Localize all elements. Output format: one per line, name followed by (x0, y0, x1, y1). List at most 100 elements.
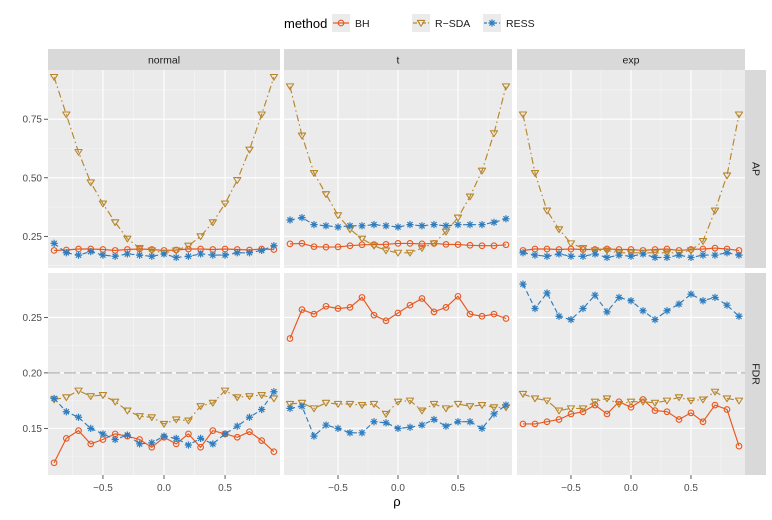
panel-ap-exp-series-bh-point-16 (711, 244, 719, 252)
panel-fdr-t-series-bh-point-18-shape (502, 315, 510, 322)
panel-fdr-normal-series-bh-point-15-shape (233, 433, 241, 441)
panel-fdr-exp-series-bh-point-11 (651, 407, 659, 414)
panel-ap-t-series-r-sda-point-0 (285, 83, 295, 91)
panel-ap-exp-series-ress-point-13 (675, 251, 683, 259)
panel-fdr-normal-series-ress-point-8 (148, 439, 156, 447)
legend-entry-ress: RESS (483, 14, 535, 32)
panel-fdr-exp-series-bh-point-15-shape (699, 418, 707, 426)
panel-fdr-exp-series-ress-point-14-shape (687, 290, 695, 298)
panel-fdr-normal-series-bh-point-17-shape (258, 437, 266, 444)
panel-fdr-exp-series-r-sda-point-11-shape (650, 399, 660, 407)
panel-ap-t-series-bh-point-15-shape (466, 241, 474, 249)
panel-ap-normal-series-r-sda-point-10 (172, 247, 181, 255)
panel-ap-exp-series-r-sda-point-10 (638, 249, 648, 257)
panel-fdr-t-series-r-sda-point-16-shape (477, 402, 487, 409)
panel-fdr-exp-series-ress-point-8 (615, 293, 623, 302)
panel-ap-t-series-ress-point-10-shape (406, 221, 414, 229)
panel-ap-t-series-r-sda-point-3-shape (321, 191, 331, 198)
panel-fdr-normal-series-ress-point-6 (123, 431, 131, 439)
panel-fdr-exp-series-ress-point-18-shape (735, 312, 743, 320)
panel-ap-t-series-ress-point-8 (382, 222, 390, 230)
panel-ap-normal-series-ress-point-4 (99, 251, 107, 259)
panel-fdr-normal-series-ress-point-6-shape (123, 431, 131, 439)
panel-fdr-normal-series-bh-point-12-shape (197, 443, 204, 451)
panel-ap-exp-series-r-sda-point-7 (602, 247, 612, 255)
panel-fdr-t-series-ress-point-1 (298, 402, 306, 410)
panel-ap-exp-series-ress-point-11 (651, 253, 659, 262)
panel-ap-exp-series-r-sda-point-12-shape (662, 249, 672, 257)
panel-fdr-normal-series-ress-point-18-shape (270, 388, 278, 396)
panel-fdr-t-series-bh-point-4 (334, 305, 342, 312)
panel-ap-t-series-r-sda-point-6-shape (357, 235, 367, 243)
panel-ap-normal-series-r-sda-point-8-shape (147, 247, 156, 255)
panel-fdr-t-series-r-sda (285, 397, 511, 418)
panel-ap-exp-series-ress-point-16 (711, 251, 719, 259)
panel-ap-exp-series-bh-point-5-shape (579, 246, 587, 253)
panel-ap-t-series-ress-point-5 (346, 222, 354, 230)
panel-fdr-exp-series-bh-point-17 (723, 406, 731, 413)
panel-ap-normal-series-r-sda-point-3 (86, 179, 95, 187)
panel-ap-exp-series-ress-point-10 (639, 250, 647, 258)
panel-ap-normal-series-ress-point-13-shape (209, 251, 217, 259)
panel-ap-t-series-r-sda-point-16-shape (477, 167, 487, 175)
panel-fdr-exp-series-ress-point-11-shape (651, 316, 659, 324)
panel-fdr-t-series-r-sda-point-4 (333, 400, 343, 408)
panel-fdr-exp-series-r-sda-point-4 (566, 405, 576, 413)
panel-ap-normal-series-ress-point-5-shape (111, 252, 119, 260)
panel-fdr-normal-series-ress-point-12 (197, 434, 205, 442)
panel-fdr-normal-series-r-sda-point-9 (159, 420, 169, 428)
legend-marker-bh (337, 19, 345, 27)
panel-ap-normal-series-ress-point-11 (184, 252, 193, 260)
panel-ap-exp-series-ress-point-6 (591, 250, 599, 258)
panel-fdr-normal-series-r-sda-point-9-shape (159, 420, 169, 428)
panel-ap-normal-series-r-sda-point-12-shape (196, 233, 205, 241)
panel-ap-t-series-ress (286, 214, 510, 231)
panel-fdr-exp-series-r-sda-point-8-shape (614, 400, 624, 408)
panel-fdr-exp-series-r-sda-point-13-shape (674, 394, 684, 402)
panel-ap-t-series-bh-point-0 (286, 240, 294, 248)
panel-fdr-t-series-r-sda-point-7-shape (369, 400, 379, 408)
panel-ap-exp-series-ress-point-1-shape (531, 251, 539, 259)
panel-ap-exp-series-ress-point-5-shape (579, 252, 587, 260)
panel-fdr-t-series-bh-point-4-shape (334, 305, 342, 312)
panel-ap-normal-series-r-sda-point-12 (196, 233, 205, 241)
panel-fdr-t-series-ress-point-9 (394, 424, 402, 432)
panel-ap-t-series-r-sda-point-7-shape (369, 242, 379, 250)
panel-ap-exp-series-r-sda-point-6-shape (590, 247, 600, 255)
panel-ap-normal-series-ress-point-7-shape (135, 251, 144, 259)
panel-fdr-exp-series-ress-point-17 (723, 301, 731, 309)
panel-fdr-exp-series-ress (519, 280, 743, 324)
panel-ap-normal-series-r-sda-point-16 (245, 146, 254, 154)
panel-fdr-t-series-bh (286, 292, 510, 342)
panel-fdr-t-series-r-sda-point-11 (417, 407, 427, 415)
panel-fdr-exp-series-r-sda-point-7-shape (602, 395, 612, 403)
panel-ap-exp-series-r-sda-point-14-shape (686, 247, 696, 255)
panel-ap-t-series-ress-point-17 (490, 218, 498, 226)
panel-ap-normal-series-r-sda-point-0-shape (49, 73, 59, 81)
panel-fdr-t-series-bh-point-17 (490, 310, 498, 318)
facet-strip-t (284, 49, 512, 70)
panel-ap-t-series-bh-point-5 (346, 242, 354, 250)
panel-ap-t-series-r-sda-point-0-shape (285, 83, 295, 91)
panel-ap-t-series-bh-point-8 (382, 240, 390, 248)
panel-fdr-exp-series-ress-point-14 (687, 290, 695, 298)
panel-ap-t-series-r-sda-point-9-shape (393, 249, 403, 257)
panel-ap-t-series-bh-point-8-shape (382, 240, 390, 248)
panel-ap-normal-series-bh-point-0 (50, 247, 58, 254)
panel-fdr-exp-series-bh-point-16-shape (711, 401, 719, 409)
legend-label-bh: BH (355, 18, 370, 30)
panel-ap-t-series-bh-point-5-shape (346, 242, 354, 250)
panel-ap-t-series-ress-point-18 (502, 215, 510, 223)
panel-fdr-t-series-r-sda-point-16 (477, 402, 487, 409)
panel-ap-t-series-bh-point-2 (310, 243, 318, 251)
panel-ap-exp-series-r-sda-point-4 (566, 240, 576, 248)
panel-fdr-t-series-ress-point-12-shape (430, 415, 438, 424)
panel-ap-t-series-ress-point-8-shape (382, 222, 390, 230)
legend-title: method (284, 16, 327, 31)
panel-fdr-normal-series-ress-point-7-shape (135, 440, 144, 448)
panel-ap-t-series-r-sda-point-11-shape (417, 245, 427, 252)
panel-fdr-exp-series-ress-point-16 (711, 293, 719, 302)
panel-fdr-normal-series-r-sda-point-6-shape (123, 407, 132, 415)
panel-fdr-exp-series-ress-point-4 (567, 316, 575, 324)
